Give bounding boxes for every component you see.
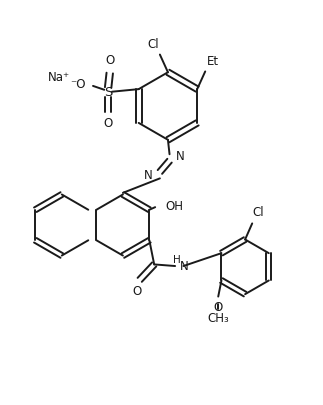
Text: O: O: [105, 53, 114, 66]
Text: O: O: [132, 285, 141, 298]
Text: CH₃: CH₃: [207, 312, 229, 325]
Text: O: O: [103, 117, 113, 130]
Text: N: N: [180, 260, 189, 273]
Text: O: O: [213, 301, 222, 314]
Text: H: H: [173, 255, 181, 265]
Text: OH: OH: [165, 200, 183, 213]
Text: S: S: [104, 86, 112, 99]
Text: Na⁺: Na⁺: [47, 71, 69, 84]
Text: Et: Et: [207, 55, 219, 68]
Text: N: N: [176, 150, 185, 163]
Text: Cl: Cl: [147, 38, 159, 51]
Text: N: N: [144, 169, 153, 182]
Text: ⁻O: ⁻O: [70, 78, 86, 91]
Text: Cl: Cl: [253, 206, 265, 219]
